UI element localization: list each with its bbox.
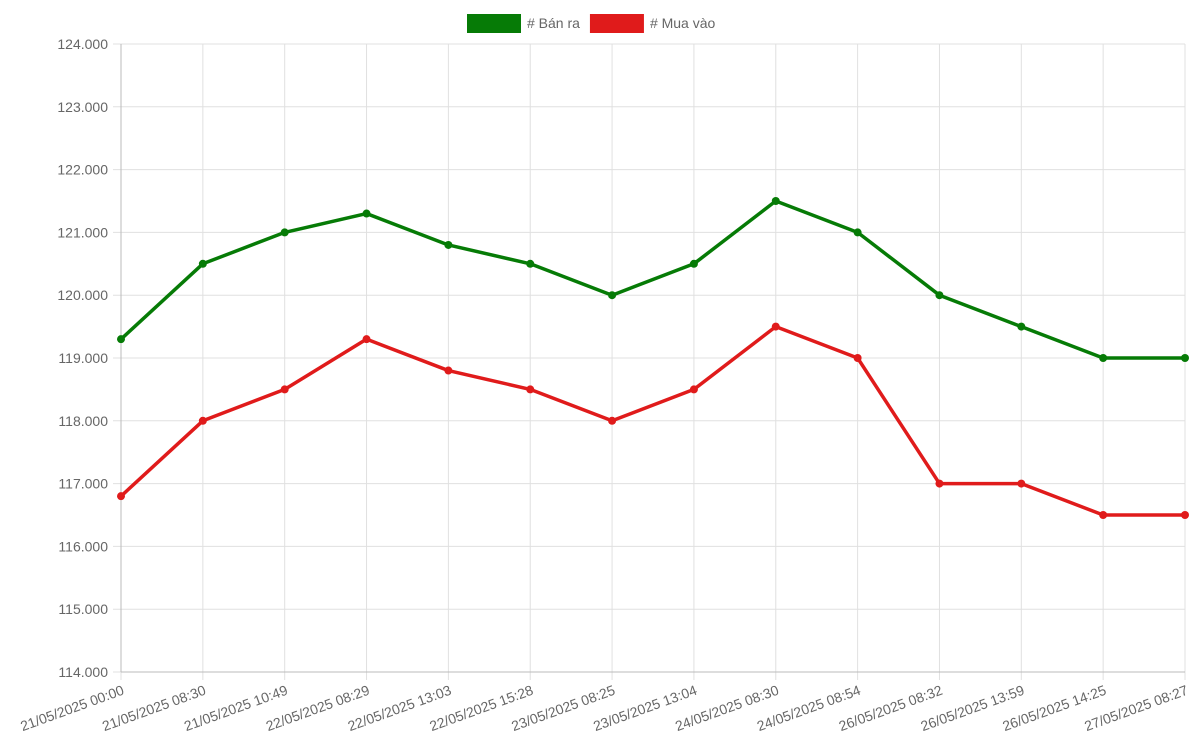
data-point — [117, 335, 125, 344]
data-point — [935, 479, 944, 488]
data-point — [444, 240, 453, 249]
data-point — [853, 354, 862, 362]
y-tick-label: 122.000 — [57, 162, 108, 178]
y-tick-label: 119.000 — [58, 350, 108, 366]
legend-label[interactable]: # Mua vào — [650, 15, 716, 31]
y-tick-label: 124.000 — [57, 36, 108, 52]
data-point — [935, 291, 944, 300]
y-tick-label: 120.000 — [57, 287, 108, 303]
data-point — [689, 385, 698, 394]
legend-label[interactable]: # Bán ra — [527, 15, 580, 31]
y-tick-label: 115.000 — [58, 601, 108, 617]
data-point — [362, 335, 371, 344]
data-point — [1017, 479, 1026, 488]
y-tick-label: 114.000 — [58, 664, 108, 680]
y-tick-label: 117.000 — [58, 476, 108, 492]
data-point — [1181, 354, 1189, 362]
data-point — [1181, 511, 1189, 519]
data-point — [198, 259, 207, 268]
data-point — [280, 385, 289, 394]
data-point — [1099, 354, 1108, 362]
data-point — [1017, 322, 1026, 331]
y-tick-label: 121.000 — [57, 224, 108, 240]
data-point — [362, 209, 371, 218]
series-line — [119, 199, 1185, 360]
data-point — [608, 416, 617, 425]
data-point — [689, 259, 698, 268]
data-point — [771, 197, 780, 205]
series-line — [119, 324, 1185, 517]
data-point — [198, 416, 207, 425]
y-tick-label: 118.000 — [58, 413, 108, 429]
legend-swatch[interactable] — [467, 14, 521, 33]
data-point — [117, 492, 125, 501]
y-tick-label: 116.000 — [58, 538, 108, 554]
data-point — [608, 291, 617, 300]
y-tick-label: 123.000 — [57, 99, 108, 115]
data-point — [853, 228, 862, 237]
data-point — [526, 385, 535, 394]
data-point — [526, 259, 535, 268]
data-point — [771, 322, 780, 331]
data-point — [280, 228, 289, 237]
data-point — [444, 366, 453, 375]
legend-swatch[interactable] — [589, 14, 644, 33]
data-point — [1099, 511, 1108, 519]
